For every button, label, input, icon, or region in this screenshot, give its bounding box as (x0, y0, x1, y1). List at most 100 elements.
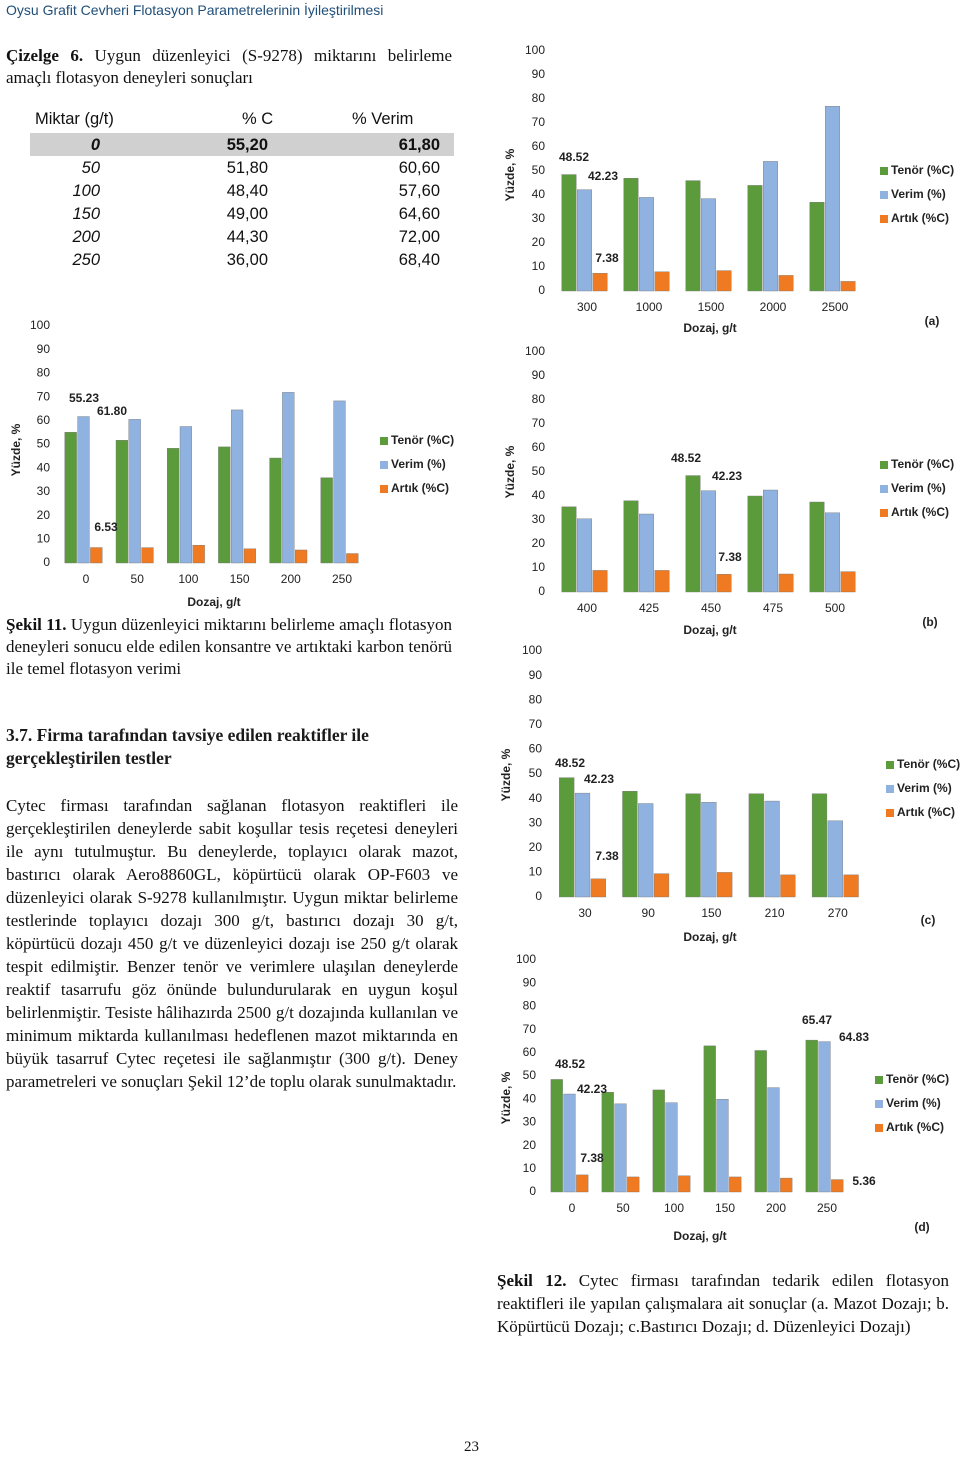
x-tick-label: 100 (664, 1201, 684, 1215)
bar (561, 506, 577, 593)
bar (115, 440, 129, 564)
legend-label: Artık (%C) (391, 481, 449, 495)
x-tick-label: 400 (577, 601, 597, 615)
caption-label: Şekil 12. (497, 1271, 567, 1290)
row-label: 100 (72, 182, 100, 200)
bar (716, 270, 732, 292)
row-label: 200 (72, 228, 100, 246)
bar (809, 201, 825, 292)
bar (243, 548, 257, 564)
bar (654, 271, 670, 292)
legend-label: Artık (%C) (897, 805, 955, 819)
x-tick-label: 2500 (822, 300, 849, 314)
y-axis-label: Yüzde, % (503, 148, 517, 201)
y-tick-label: 80 (532, 392, 546, 406)
panel-label: (a) (925, 314, 940, 328)
row-label: 250 (72, 251, 100, 269)
y-tick-label: 60 (529, 742, 543, 756)
legend-swatch (886, 785, 894, 793)
bar (141, 547, 154, 564)
bar (778, 275, 794, 292)
annotation: 5.36 (852, 1174, 876, 1188)
annotation: 48.52 (555, 1057, 585, 1071)
y-tick-label: 30 (37, 484, 51, 498)
bar (269, 457, 282, 564)
y-tick-label: 30 (529, 815, 543, 829)
legend-label: Tenör (%C) (391, 433, 454, 447)
legend-label: Verim (%) (891, 187, 946, 201)
x-tick-label: 150 (701, 906, 721, 920)
annotation: 7.38 (718, 550, 742, 564)
y-tick-label: 90 (532, 368, 546, 382)
bar (639, 197, 654, 292)
legend-swatch (380, 461, 388, 469)
y-tick-label: 40 (532, 488, 546, 502)
x-tick-label: 50 (616, 1201, 630, 1215)
row-label: 150 (72, 205, 100, 223)
bar (320, 477, 333, 564)
y-tick-label: 40 (523, 1091, 537, 1105)
y-tick-label: 80 (529, 692, 543, 706)
legend-swatch (886, 809, 894, 817)
x-tick-label: 2000 (760, 300, 787, 314)
y-tick-label: 70 (532, 416, 546, 430)
bar (763, 489, 778, 593)
section-heading: 3.7. Firma tarafından tavsiye edilen rea… (6, 725, 369, 768)
bar (179, 426, 193, 564)
y-tick-label: 50 (532, 464, 546, 478)
x-tick-label: 1000 (636, 300, 663, 314)
cell: 60,60 (398, 159, 440, 177)
cell: 44,30 (226, 228, 268, 246)
bar (809, 501, 825, 593)
bar (577, 189, 592, 292)
bar (577, 518, 592, 593)
row-label: 0 (90, 136, 100, 154)
y-tick-label: 70 (523, 1022, 537, 1036)
x-tick-label: 30 (578, 906, 592, 920)
annotation: 64.83 (839, 1030, 869, 1044)
bar (678, 1175, 691, 1193)
bar (574, 792, 591, 898)
bar (346, 553, 359, 564)
y-tick-label: 90 (529, 668, 543, 682)
bar (333, 400, 346, 564)
bar (701, 490, 716, 593)
x-tick-label: 425 (639, 601, 659, 615)
body-text: Cytec firması tarafından sağlanan flotas… (6, 796, 458, 1091)
bar (843, 874, 859, 898)
caption-text: Uygun düzenleyici miktarını belirleme am… (6, 615, 453, 678)
column-header: Miktar (g/t) (35, 110, 114, 128)
y-tick-label: 100 (525, 344, 545, 358)
bar (77, 416, 90, 564)
x-tick-label: 200 (766, 1201, 786, 1215)
bar (614, 1103, 627, 1193)
bar (576, 1174, 589, 1193)
table-caption: Çizelge 6. Uygun düzenleyici (S-9278) mi… (6, 45, 452, 89)
annotation: 61.80 (97, 404, 127, 418)
y-axis-label: Yüzde, % (9, 423, 23, 476)
y-tick-label: 70 (37, 389, 51, 403)
annotation: 48.52 (559, 150, 589, 164)
bar (747, 495, 763, 593)
bar (295, 549, 308, 564)
y-tick-label: 30 (532, 211, 546, 225)
x-tick-label: 300 (577, 300, 597, 314)
y-tick-label: 100 (522, 643, 542, 657)
legend-swatch (880, 167, 888, 175)
annotation: 42.23 (584, 772, 614, 786)
y-tick-label: 80 (37, 366, 51, 380)
bar (827, 820, 843, 898)
bar (729, 1176, 742, 1193)
x-axis-label: Dozaj, g/t (683, 321, 736, 335)
y-tick-label: 50 (523, 1068, 537, 1082)
column-header: % Verim (352, 110, 414, 128)
bar (811, 793, 828, 898)
bar (754, 1050, 767, 1193)
page-number: 23 (464, 1439, 479, 1455)
y-tick-label: 10 (532, 259, 546, 273)
bar (601, 1092, 614, 1193)
y-tick-label: 60 (523, 1045, 537, 1059)
bar (716, 1098, 729, 1193)
annotation: 7.38 (595, 251, 619, 265)
annotation: 7.38 (595, 849, 619, 863)
